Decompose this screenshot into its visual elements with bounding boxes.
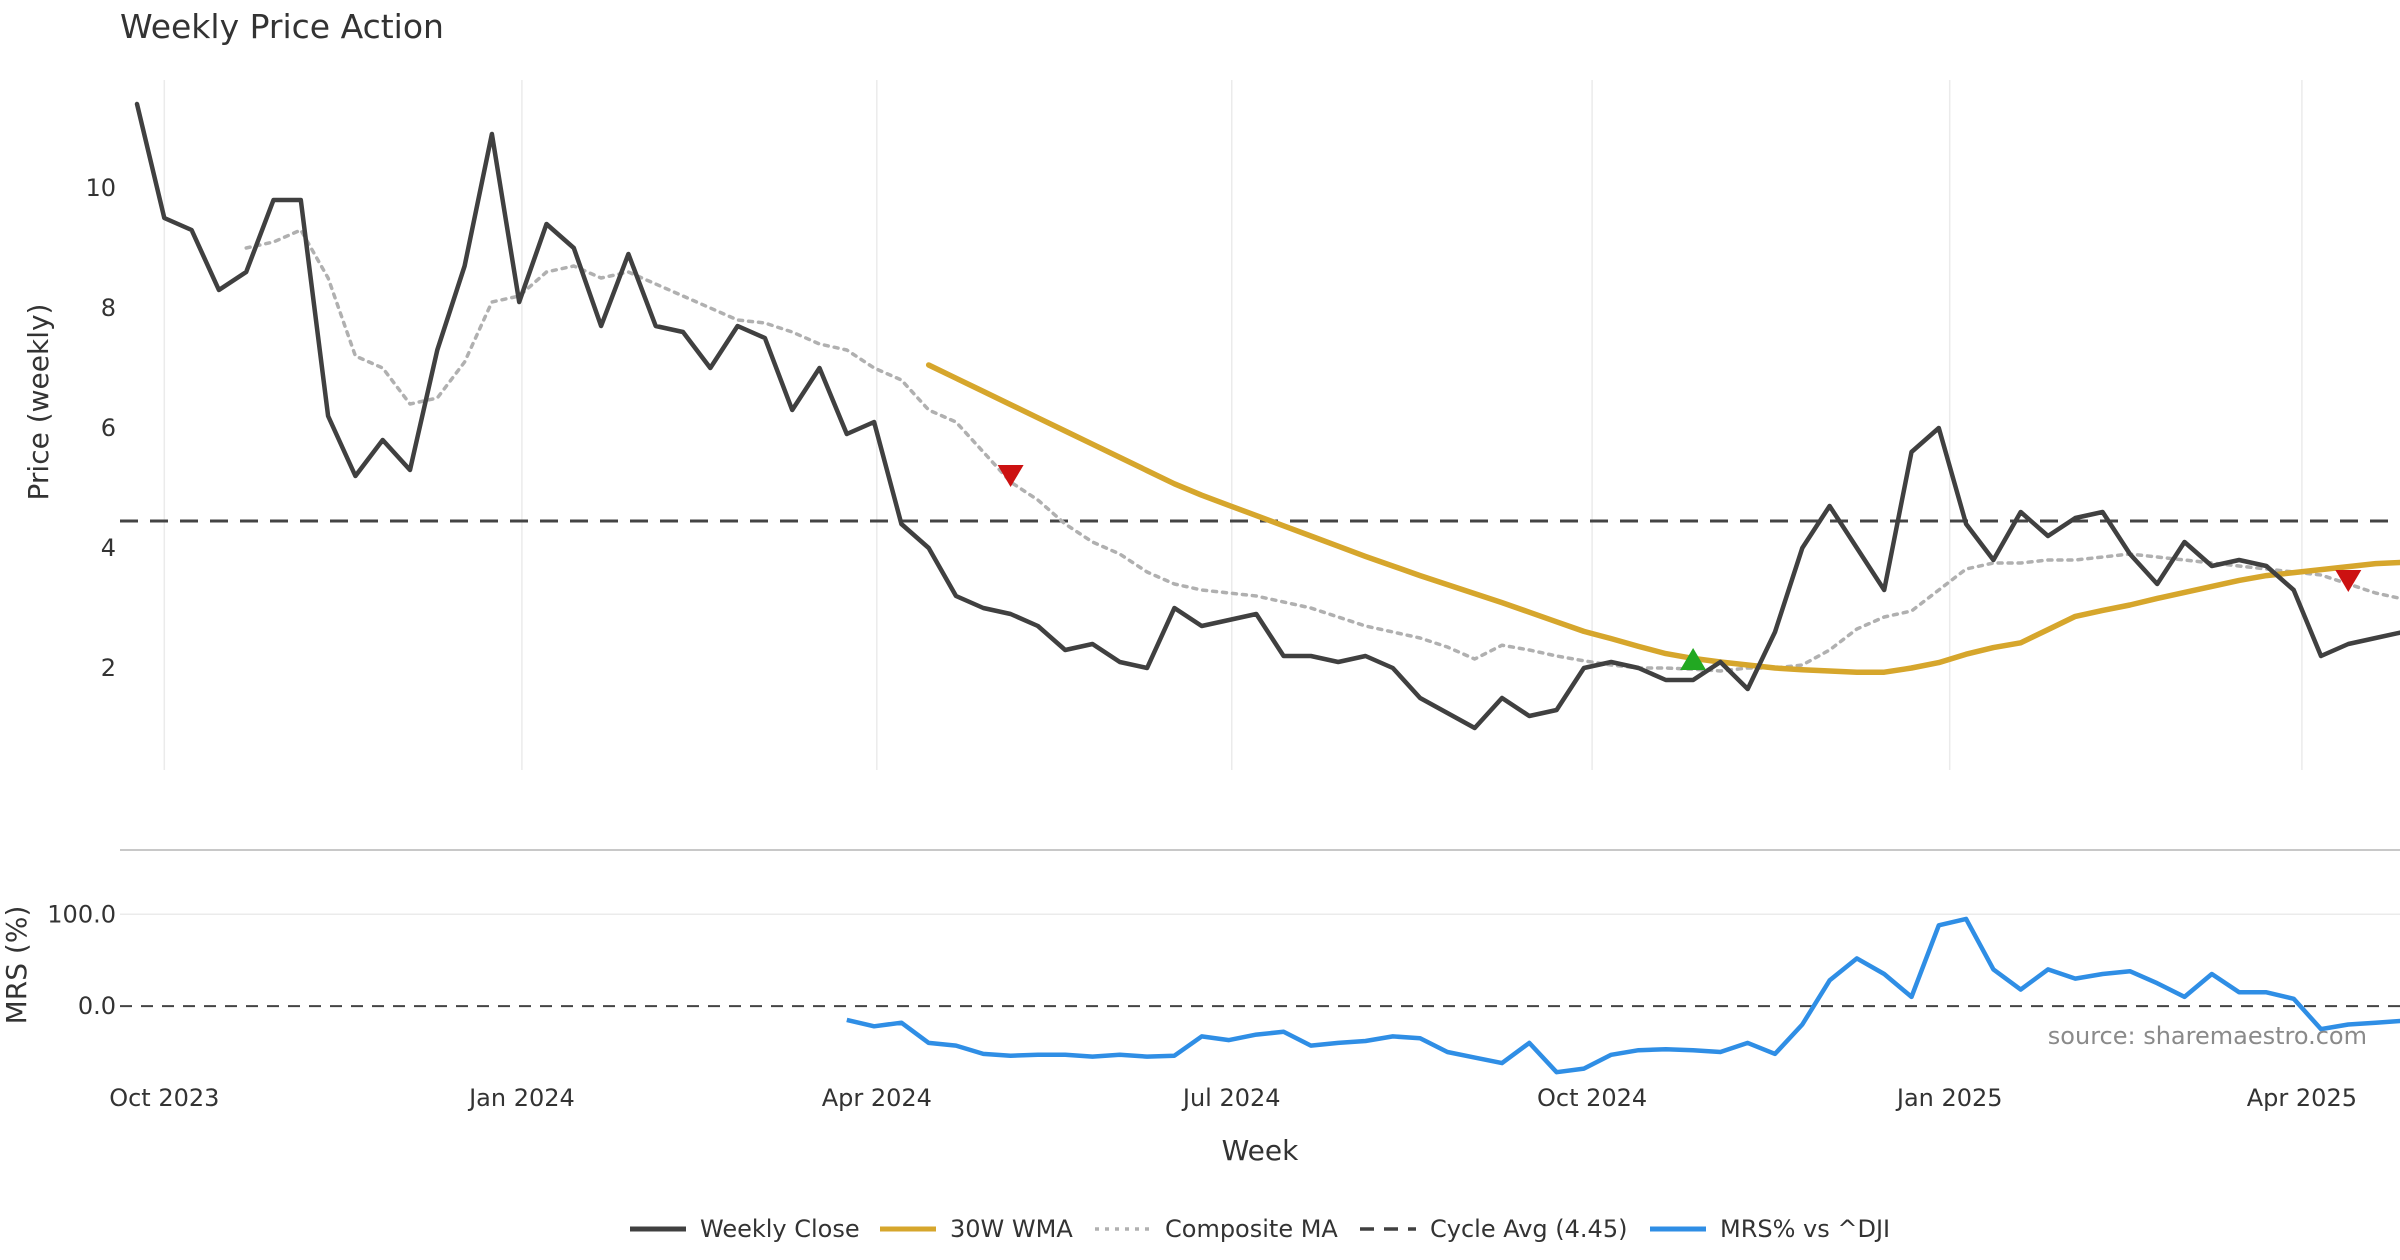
price-y-tick-label: 6 (101, 414, 116, 442)
mrs-y-tick-label: 0.0 (78, 992, 116, 1020)
signal-markers (997, 465, 2362, 670)
x-tick-label: Oct 2024 (1537, 1084, 1647, 1112)
mrs-y-axis-label: MRS (%) (0, 906, 33, 1025)
mrs-line (846, 916, 2400, 1075)
price-y-tick-label: 2 (101, 654, 116, 682)
wma-30w-line (925, 362, 2400, 675)
sell-signal-marker (997, 465, 1024, 487)
legend: Weekly Close 30W WMA Composite MA Cycle Avg… (630, 1215, 1890, 1243)
weekly-close-line (134, 101, 2400, 731)
legend-label: MRS% vs ^DJI (1720, 1215, 1890, 1243)
sell-signal-marker (2335, 570, 2362, 592)
legend-label: 30W WMA (950, 1215, 1073, 1243)
price-y-tick-label: 8 (101, 294, 116, 322)
legend-label: Composite MA (1165, 1215, 1338, 1243)
legend-label: Cycle Avg (4.45) (1430, 1215, 1627, 1243)
price-y-tick-label: 10 (85, 174, 116, 202)
x-axis-label: Week (1222, 1134, 1299, 1167)
composite-ma-line (244, 228, 2400, 673)
price-y-tick-label: 4 (101, 534, 116, 562)
x-tick-label: Jan 2025 (1895, 1084, 2003, 1112)
mrs-y-tick-label: 100.0 (47, 900, 116, 928)
price-series-group (120, 101, 2400, 731)
x-tick-label: Apr 2025 (2247, 1084, 2357, 1112)
x-tick-label: Apr 2024 (822, 1084, 932, 1112)
price-y-axis-label: Price (weekly) (22, 304, 55, 501)
source-note: source: sharemaestro.com (2048, 1022, 2367, 1050)
mrs-series-group (846, 916, 2400, 1075)
x-tick-labels: Oct 2023 Jan 2024 Apr 2024 Jul 2024 Oct 2024… (109, 1084, 2357, 1112)
mrs-grid (120, 913, 2400, 1008)
x-tick-label: Jan 2024 (467, 1084, 575, 1112)
x-tick-label: Oct 2023 (109, 1084, 219, 1112)
x-tick-label: Jul 2024 (1181, 1084, 1281, 1112)
chart-title: Weekly Price Action (120, 7, 444, 46)
buy-signal-marker (1680, 648, 1707, 670)
legend-label: Weekly Close (700, 1215, 860, 1243)
